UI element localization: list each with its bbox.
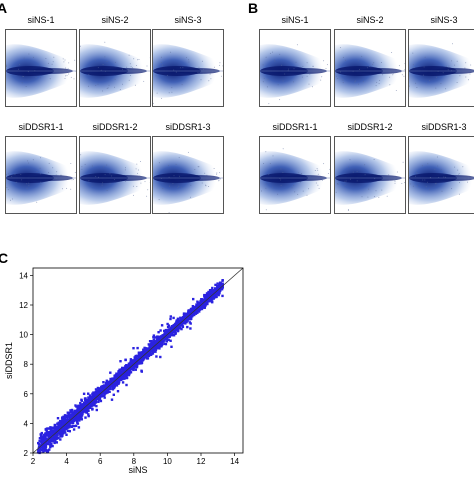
ma-plot-title: siNS-1 (259, 15, 331, 25)
ma-plot (334, 29, 406, 107)
y-tick-label: 6 (24, 390, 29, 399)
ma-density (6, 30, 77, 107)
ma-density (335, 137, 406, 214)
ma-plot (152, 136, 224, 214)
x-axis-label: siNS (128, 465, 147, 474)
ma-plot-title: siNS-3 (408, 15, 474, 25)
ma-plot-title: siNS-2 (79, 15, 151, 25)
x-tick-label: 6 (98, 457, 103, 466)
ma-plot (79, 29, 151, 107)
y-tick-label: 4 (24, 419, 29, 428)
y-axis-label: siDDSR1 (4, 342, 14, 379)
ma-plot-title: siDDSR1-2 (79, 122, 151, 132)
ma-density (409, 137, 474, 214)
ma-density (409, 30, 474, 107)
ma-plot (5, 29, 77, 107)
ma-density (153, 30, 224, 107)
x-tick-label: 10 (163, 457, 172, 466)
ma-plot-title: siNS-1 (5, 15, 77, 25)
x-tick-label: 4 (64, 457, 69, 466)
ma-density (260, 137, 331, 214)
x-tick-label: 2 (31, 457, 36, 466)
ma-plot-title: siDDSR1-3 (408, 122, 474, 132)
ma-plot (334, 136, 406, 214)
x-tick-label: 14 (230, 457, 239, 466)
ma-plot (259, 29, 331, 107)
y-tick-label: 14 (19, 271, 28, 280)
ma-plot-title: siNS-2 (334, 15, 406, 25)
y-tick-label: 8 (24, 360, 29, 369)
ma-plot-title: siDDSR1-3 (152, 122, 224, 132)
panel-letter-a: A (0, 0, 7, 16)
scatter-points (37, 279, 224, 454)
x-tick-label: 12 (197, 457, 206, 466)
ma-plot (408, 136, 474, 214)
ma-plot-title: siNS-3 (152, 15, 224, 25)
ma-density (260, 30, 331, 107)
y-tick-label: 10 (19, 331, 28, 340)
ma-plot (259, 136, 331, 214)
ma-plot-title: siDDSR1-2 (334, 122, 406, 132)
ma-density (335, 30, 406, 107)
ma-plot (152, 29, 224, 107)
y-tick-label: 2 (24, 449, 29, 458)
ma-density (153, 137, 224, 214)
ma-plot-title: siDDSR1-1 (5, 122, 77, 132)
y-tick-label: 12 (19, 301, 28, 310)
ma-plot (408, 29, 474, 107)
ma-plot (5, 136, 77, 214)
ma-plot-title: siDDSR1-1 (259, 122, 331, 132)
panel-letter-b: B (248, 0, 258, 16)
diagonal-reference-line (33, 268, 243, 453)
ma-density (6, 137, 77, 214)
ma-density (80, 137, 151, 214)
ma-density (80, 30, 151, 107)
ma-plot (79, 136, 151, 214)
